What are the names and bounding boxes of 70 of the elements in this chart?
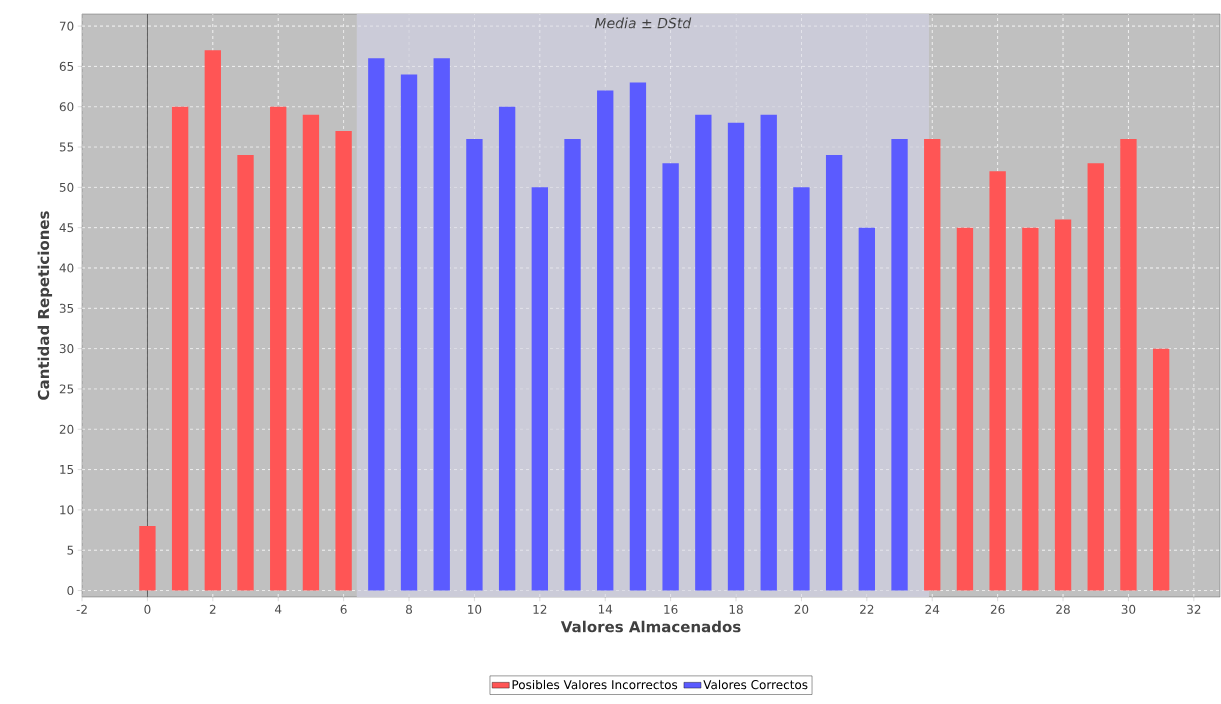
x-tick-label: 32 [1187,604,1201,614]
y-tick-label: 55 [59,142,74,152]
x-axis-title: Valores Almacenados [560,620,741,633]
y-tick-label: 0 [67,586,74,596]
x-tick-label: 20 [794,604,809,614]
y-tick-label: 25 [59,384,74,394]
y-tick-label: 60 [59,102,74,112]
y-tick-label: 45 [59,223,74,233]
x-tick-label: 6 [340,604,347,614]
bar [1087,163,1104,591]
x-tick-label: 10 [468,604,482,614]
bar [956,227,974,591]
bar [237,155,254,591]
bar [498,106,516,591]
x-tick-label: 22 [860,604,874,614]
bar [695,114,712,591]
x-tick-label: 12 [533,604,547,614]
bar [1152,348,1170,591]
bar [924,138,941,591]
bar [662,163,679,591]
y-tick-label: 50 [59,182,74,192]
bar [400,74,418,591]
x-tick-label: 30 [1121,604,1136,614]
bar [335,130,352,591]
bar [727,122,745,591]
bar [139,526,156,591]
x-tick-label: 24 [925,604,940,614]
bar [433,58,450,591]
x-tick-label: 18 [729,604,743,614]
bar [891,138,908,591]
legend-label: Valores Correctos [703,679,808,690]
x-tick-label: 26 [990,604,1005,614]
bar [564,138,581,591]
bar [1120,138,1137,591]
x-tick-label: 8 [406,604,413,614]
y-tick-label: 20 [59,424,74,434]
bar [270,106,287,591]
bar [1054,219,1072,591]
bar [466,138,483,591]
bar [204,50,221,591]
legend-label: Posibles Valores Incorrectos [512,679,678,690]
y-tick-label: 35 [59,303,74,313]
x-tick-label: -2 [76,604,87,614]
y-tick-label: 40 [59,263,74,273]
bar [760,114,777,591]
bar [597,90,614,591]
y-tick-label: 10 [60,505,74,515]
y-tick-label: 5 [67,545,74,555]
x-tick-label: 28 [1056,604,1070,614]
bar [368,58,385,591]
band-label: Media ± DStd [594,17,692,29]
bar [793,187,810,591]
x-tick-label: 2 [209,604,216,614]
y-tick-label: 30 [59,344,74,354]
y-axis-title: Cantidad Repeticiones [37,211,53,400]
bar [531,187,548,591]
bar [302,114,320,591]
y-tick-label: 15 [60,465,74,475]
y-tick-label: 65 [59,61,74,71]
bar [171,106,189,591]
bar [1022,227,1039,591]
bar [825,155,843,591]
x-tick-label: 16 [664,604,678,614]
bar [989,171,1006,591]
bar [858,227,875,591]
y-tick-label: 70 [59,21,74,31]
x-tick-label: 14 [598,604,613,614]
bar [629,82,647,591]
x-tick-label: 0 [144,604,151,614]
x-tick-label: 4 [274,604,282,614]
